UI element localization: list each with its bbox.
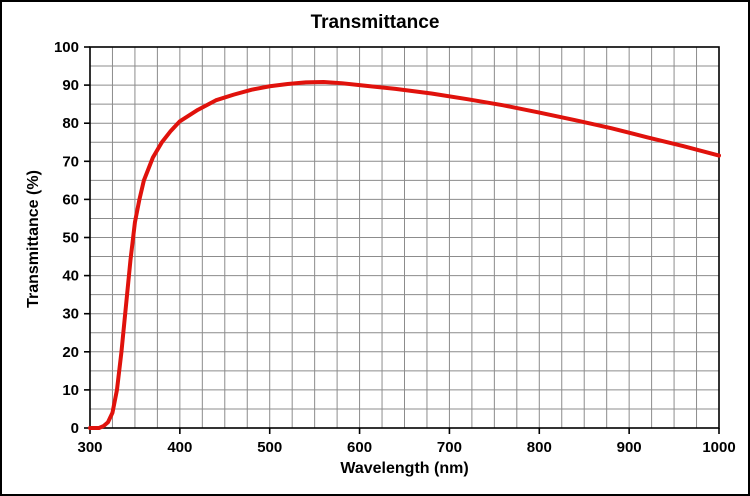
y-tick-label: 80	[62, 115, 79, 132]
x-tick-label: 500	[257, 439, 282, 456]
y-tick-label: 90	[62, 77, 79, 94]
x-axis-label: Wavelength (nm)	[340, 460, 469, 477]
y-tick-label: 0	[71, 420, 79, 437]
y-tick-label: 70	[62, 153, 79, 170]
y-tick-label: 10	[62, 382, 79, 399]
x-tick-label: 300	[77, 439, 102, 456]
x-tick-label: 1000	[702, 439, 735, 456]
x-tick-label: 800	[527, 439, 552, 456]
x-tick-label: 600	[347, 439, 372, 456]
y-tick-label: 100	[54, 39, 79, 56]
x-tick-label: 400	[167, 439, 192, 456]
chart-title: Transmittance	[310, 12, 440, 33]
y-tick-label: 50	[62, 230, 79, 247]
y-tick-label: 60	[62, 191, 79, 208]
x-tick-label: 900	[617, 439, 642, 456]
y-tick-label: 30	[62, 306, 79, 323]
transmittance-curve	[88, 80, 721, 430]
y-tick-label: 40	[62, 268, 79, 285]
x-tick-label: 700	[437, 439, 462, 456]
y-tick-label: 20	[62, 344, 79, 361]
